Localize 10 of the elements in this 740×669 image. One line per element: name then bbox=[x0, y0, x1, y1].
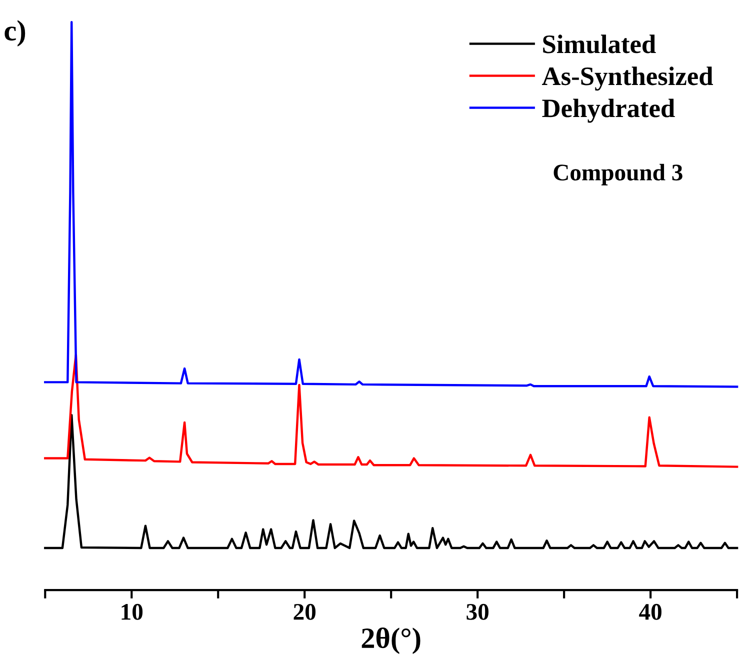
x-tick-label: 30 bbox=[466, 604, 488, 620]
legend-label: Simulated bbox=[543, 34, 656, 54]
x-axis-title: 2θ(°) bbox=[362, 627, 420, 654]
annotation: Compound 3 bbox=[554, 164, 682, 186]
legend-label: Dehydrated bbox=[542, 98, 675, 123]
text: c) bbox=[4, 20, 26, 47]
x-tick-label: 10 bbox=[122, 604, 143, 620]
x-tick-label: 40 bbox=[639, 604, 662, 620]
x-tick-label: 20 bbox=[294, 604, 316, 620]
legend-label: As-Synthesized bbox=[542, 66, 713, 91]
